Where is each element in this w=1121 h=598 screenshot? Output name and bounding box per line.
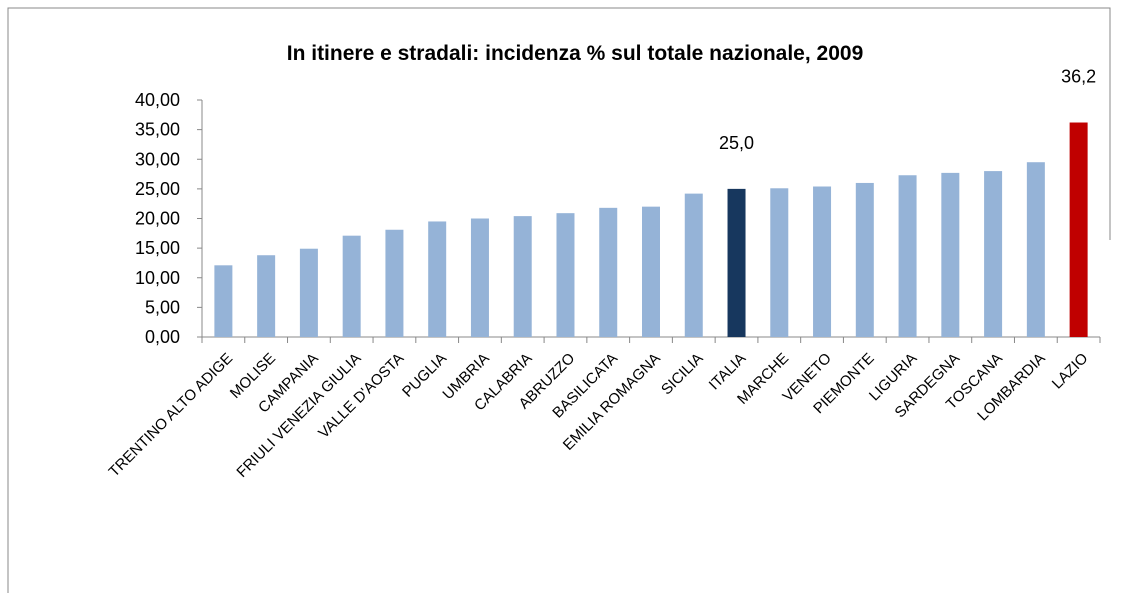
y-tick-label: 25,00 <box>135 179 180 199</box>
bar <box>257 255 276 337</box>
bar <box>599 207 618 337</box>
y-tick-label: 0,00 <box>145 327 180 347</box>
bar <box>770 188 789 337</box>
y-tick-label: 10,00 <box>135 268 180 288</box>
y-tick-label: 5,00 <box>145 297 180 317</box>
value-label: 36,2 <box>1061 67 1096 87</box>
bar <box>684 193 703 337</box>
bar <box>385 229 404 337</box>
bar <box>299 248 318 337</box>
x-tick-label: SICILIA <box>658 350 707 399</box>
bar <box>513 216 532 337</box>
y-tick-label: 15,00 <box>135 238 180 258</box>
bar <box>984 171 1003 337</box>
y-tick-label: 20,00 <box>135 209 180 229</box>
bar <box>1026 162 1045 337</box>
bar <box>428 221 447 337</box>
chart-frame <box>7 7 1111 593</box>
y-tick-label: 35,00 <box>135 120 180 140</box>
y-tick-label: 40,00 <box>135 90 180 110</box>
bar <box>813 186 832 337</box>
value-label: 25,0 <box>719 133 754 153</box>
chart-title: In itinere e stradali: incidenza % sul t… <box>287 42 864 65</box>
bar <box>342 235 361 337</box>
x-tick-label: TRENTINO ALTO ADIGE <box>106 350 237 481</box>
y-tick-label: 30,00 <box>135 149 180 169</box>
bar <box>1069 122 1088 337</box>
bar <box>556 213 575 337</box>
bar <box>470 218 489 337</box>
bar <box>642 206 660 337</box>
bar <box>941 172 960 337</box>
x-tick-label: LAZIO <box>1049 350 1092 393</box>
bar <box>214 265 233 337</box>
bar <box>855 182 874 337</box>
bar <box>727 188 746 337</box>
bar <box>898 175 917 337</box>
